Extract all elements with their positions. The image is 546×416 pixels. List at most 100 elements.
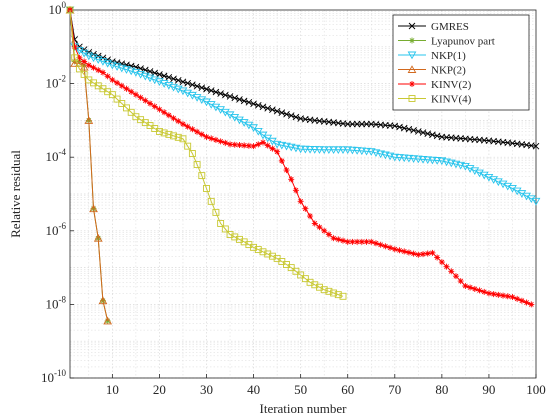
legend-marker <box>408 95 416 102</box>
data-point <box>401 248 408 255</box>
data-point <box>75 59 84 67</box>
data-point <box>227 141 234 148</box>
data-point <box>241 142 248 149</box>
y-tick-exponent: -10 <box>54 368 66 378</box>
data-point <box>306 278 314 286</box>
data-point <box>296 145 306 154</box>
data-point <box>363 120 370 128</box>
data-point <box>514 295 521 302</box>
data-point <box>325 231 332 238</box>
data-point <box>334 291 342 299</box>
data-point <box>277 141 287 150</box>
data-point <box>208 135 215 142</box>
data-point <box>297 198 304 205</box>
data-point <box>170 132 178 140</box>
data-point <box>160 129 168 137</box>
data-point <box>528 301 535 308</box>
y-tick-exponent: -4 <box>59 147 67 157</box>
data-point <box>231 233 239 241</box>
data-point <box>273 107 281 115</box>
data-point <box>283 110 290 118</box>
data-point <box>141 66 149 74</box>
data-point <box>80 70 88 78</box>
x-tick-label: 40 <box>247 382 260 397</box>
legend-marker <box>408 22 416 30</box>
data-point <box>390 153 400 162</box>
data-point <box>118 100 126 107</box>
data-point <box>348 146 357 155</box>
data-point <box>292 113 300 121</box>
data-point <box>432 157 442 165</box>
data-point <box>81 58 88 65</box>
data-point <box>532 142 540 150</box>
data-point <box>495 291 502 298</box>
y-tick-label: 10-6 <box>46 221 67 238</box>
data-point <box>170 115 177 122</box>
y-tick-label: 10-10 <box>41 368 66 385</box>
legend-label: Lyapunov part <box>431 36 495 48</box>
data-point <box>319 146 329 155</box>
data-point <box>490 291 497 298</box>
legend-marker <box>409 37 415 44</box>
data-point <box>283 167 290 174</box>
x-tick-label: 100 <box>526 382 546 397</box>
data-point <box>184 79 191 87</box>
data-series <box>65 5 541 325</box>
data-point <box>292 267 300 275</box>
data-point <box>292 187 299 194</box>
data-point <box>476 287 483 294</box>
axis-ticks: 10 20 30 40 50 60 70 80 90 10010010-210-410-610-8… <box>41 0 546 397</box>
data-point <box>128 88 135 95</box>
y-tick-label: 10-4 <box>46 147 67 164</box>
data-point <box>89 204 98 213</box>
data-point <box>184 142 192 150</box>
data-point <box>99 69 106 76</box>
data-point <box>324 146 334 155</box>
data-point <box>335 236 342 243</box>
data-point <box>76 58 83 65</box>
data-point <box>424 250 431 257</box>
data-point <box>268 252 276 260</box>
data-point <box>212 88 220 96</box>
data-point <box>198 131 205 138</box>
data-point <box>113 95 121 103</box>
data-point <box>212 208 220 216</box>
data-point <box>457 278 464 285</box>
data-point <box>203 185 210 192</box>
data-point <box>93 233 103 242</box>
data-point <box>151 103 158 110</box>
data-point <box>358 238 365 245</box>
data-point <box>391 246 398 253</box>
data-point <box>404 154 414 163</box>
data-point <box>85 62 92 69</box>
data-point <box>415 251 422 258</box>
data-point <box>103 316 113 325</box>
data-point <box>179 121 186 128</box>
data-point <box>423 156 433 164</box>
data-point <box>165 112 172 119</box>
series-kinv-4 <box>66 6 347 300</box>
x-tick-label: 80 <box>435 382 448 397</box>
data-point <box>127 108 135 116</box>
data-point <box>104 56 111 63</box>
data-point <box>71 43 78 50</box>
data-point <box>272 140 282 149</box>
y-tick-label: 10-8 <box>46 294 67 311</box>
data-point <box>90 64 97 71</box>
x-tick-label: 60 <box>341 382 354 397</box>
data-point <box>222 139 229 146</box>
data-point <box>221 225 229 233</box>
series-line <box>69 9 537 147</box>
data-point <box>165 130 173 138</box>
data-point <box>156 106 163 113</box>
data-point <box>198 172 206 180</box>
series-gmres <box>66 6 540 150</box>
data-point <box>362 147 371 156</box>
data-point <box>357 147 367 156</box>
legend-item: GMRES <box>398 21 469 33</box>
legend-marker <box>409 81 415 87</box>
data-point <box>250 100 257 108</box>
data-point <box>179 78 187 86</box>
data-point <box>420 251 427 258</box>
